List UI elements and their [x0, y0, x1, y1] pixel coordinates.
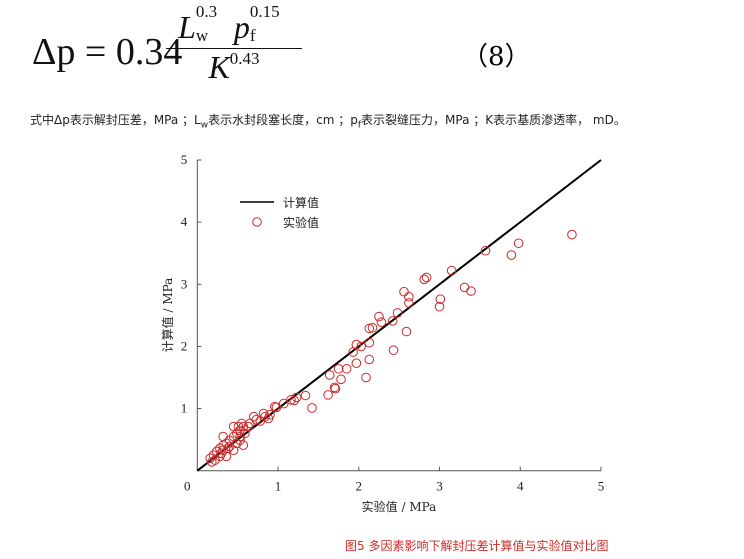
experimental-data-point [228, 421, 239, 432]
experimental-data-point [324, 370, 335, 380]
experimental-data-point [399, 286, 409, 297]
x-tick-label: 5 [598, 479, 605, 494]
formula-L-exp: 0.3 [195, 2, 218, 21]
experimental-data-point [459, 282, 470, 293]
experimental-data-point [435, 294, 446, 304]
formula-lhs: Δp = 0.34 [32, 31, 183, 73]
equation-number: （8） [462, 42, 531, 72]
x-axis-label: 实验值 / MPa [362, 499, 437, 514]
legend-label-experimental: 实验值 [283, 215, 319, 230]
experimental-data-point [364, 323, 375, 334]
experimental-data-point [404, 291, 414, 302]
experimental-data-point [260, 411, 270, 422]
experimental-data-point [270, 401, 280, 412]
x-tick-label: 0 [184, 479, 191, 494]
experimental-data-point [235, 431, 245, 442]
x-tick-label: 4 [517, 479, 524, 494]
experimental-data-point [233, 421, 244, 432]
formula-fraction: L 0.3 w p 0.15 f K0.43 [164, 2, 304, 86]
experimental-data-point [216, 448, 227, 459]
x-tick-label: 2 [356, 479, 363, 494]
experimental-data-point [223, 443, 233, 454]
formula-description: 式中Δp表示解封压差，MPa ；Lw表示水封段塞长度，cm ；pf表示裂缝压力，… [30, 111, 626, 130]
experimental-data-point [243, 421, 253, 432]
experimental-data-point [392, 308, 403, 318]
fraction-bar [166, 48, 302, 49]
experimental-data-point [419, 274, 429, 285]
formula-L: L [178, 9, 196, 45]
desc-part3: 表示裂缝压力，MPa ；K表示基质渗透率， mD。 [361, 113, 626, 127]
experimental-data-point [236, 418, 247, 429]
figure-caption: 图5 多因素影响下解封压差计算值与实验值对比图 [345, 539, 609, 553]
y-tick-label: 4 [181, 214, 188, 229]
y-tick-label: 3 [181, 276, 188, 291]
experimental-data-point [329, 382, 340, 393]
experimental-data-point [348, 347, 358, 357]
experimental-data-point [323, 390, 333, 400]
experimental-data-point [251, 414, 262, 425]
experimental-data-point [207, 457, 217, 467]
experimental-data-point [364, 337, 375, 348]
experimental-data-point [341, 363, 352, 374]
experimental-data-point [361, 372, 371, 383]
legend-label-computed: 计算值 [283, 195, 319, 210]
experimental-data-point [333, 363, 344, 374]
experimental-data-point [291, 392, 302, 403]
experimental-data-point [265, 409, 275, 420]
experimental-data-point [480, 245, 491, 256]
desc-sub1: w [200, 120, 209, 131]
experimental-data-point [388, 345, 399, 355]
experimental-data-point [289, 395, 299, 406]
x-tick-label: 1 [275, 479, 282, 494]
experimental-data-point [330, 383, 341, 394]
desc-part2: 表示水封段塞长度，cm ；p [208, 113, 358, 127]
experimental-data-point [351, 358, 362, 368]
y-tick-label: 1 [181, 401, 188, 416]
experimental-data-point [364, 354, 375, 365]
formula-denominator: K0.43 [164, 49, 304, 86]
formula-p: p [233, 9, 250, 45]
experimental-data-point [567, 229, 577, 240]
desc-sub2: f [357, 120, 362, 131]
experimental-data-point [376, 317, 387, 327]
experimental-data-point [404, 298, 414, 308]
y-tick-label: 2 [181, 338, 188, 353]
formula-p-sub: f [249, 26, 256, 45]
experimental-data-point [401, 326, 412, 337]
experimental-data-point [374, 311, 384, 322]
experimental-data-point [466, 286, 476, 296]
experimental-data-point [238, 440, 249, 451]
experimental-data-point [367, 322, 378, 333]
x-tick-label: 3 [436, 479, 443, 494]
formula-numerator: L 0.3 w p 0.15 f [164, 2, 304, 48]
experimental-data-point [307, 403, 317, 413]
experimental-data-point [387, 316, 398, 326]
experimental-data-point [228, 445, 239, 455]
experimental-data-point [446, 265, 457, 276]
y-tick-label: 5 [181, 152, 188, 167]
experimental-data-point [421, 272, 432, 283]
experimental-data-point [336, 374, 346, 385]
experimental-data-point [235, 435, 245, 446]
formula-K-exp: 0.43 [229, 49, 260, 68]
experimental-data-point [218, 431, 228, 442]
formula-K: K [208, 49, 230, 85]
experimental-data-point [434, 301, 445, 312]
experimental-data-point [300, 390, 311, 401]
formula-p-exp: 0.15 [249, 2, 280, 21]
desc-part1: 式中Δp表示解封压差，MPa ；L [30, 113, 201, 127]
legend-circle-marker [252, 217, 262, 227]
formula-L-sub: w [195, 26, 209, 45]
experimental-data-point [356, 341, 367, 352]
y-axis-label: 计算值 / MPa [160, 278, 175, 353]
experimental-data-point [506, 250, 517, 260]
experimental-data-point [513, 238, 524, 249]
